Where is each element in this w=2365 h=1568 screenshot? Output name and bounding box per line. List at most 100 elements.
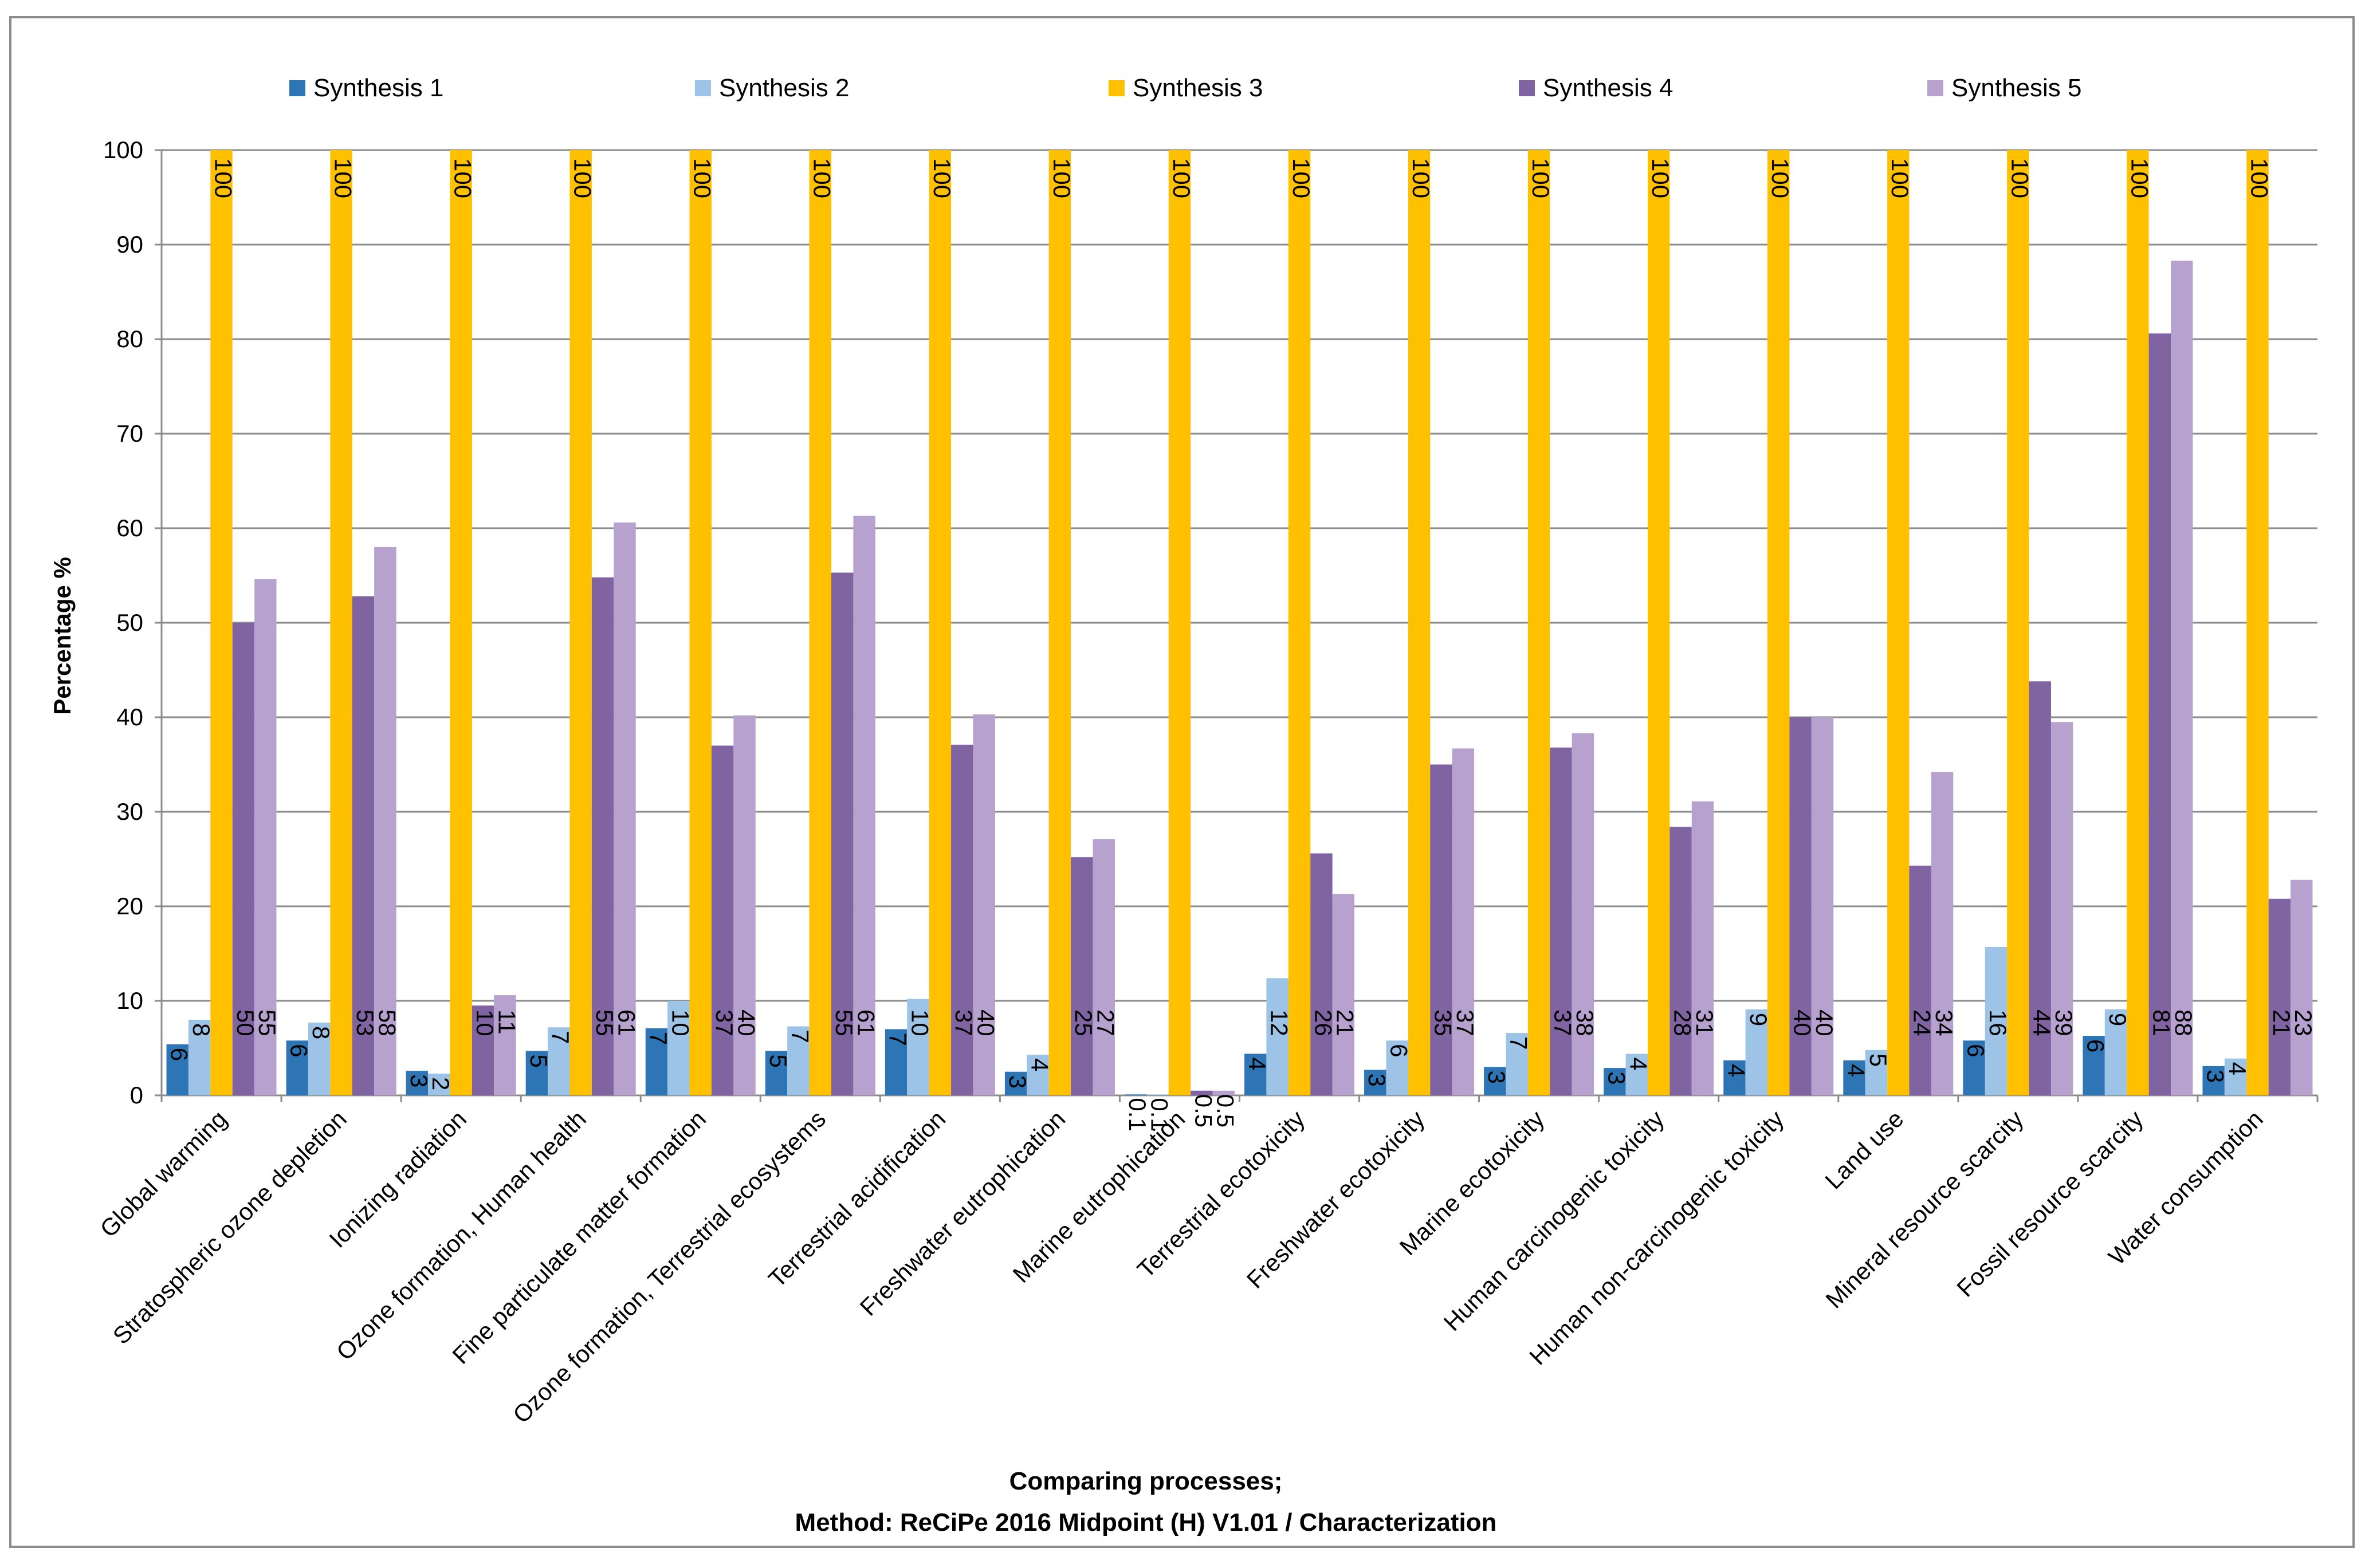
- bar: [1027, 1055, 1049, 1095]
- bar: [2029, 681, 2051, 1095]
- data-label: 88: [2170, 1009, 2197, 1036]
- y-tick-label: 50: [116, 609, 143, 636]
- data-label: 81: [2148, 1009, 2175, 1036]
- bar: [2148, 333, 2171, 1095]
- bar: [973, 714, 995, 1095]
- data-label: 7: [645, 1032, 672, 1045]
- bar: [1004, 1071, 1027, 1095]
- data-label: 53: [352, 1009, 379, 1036]
- bar: [765, 1051, 788, 1095]
- data-label: 100: [1408, 158, 1435, 198]
- data-label: 55: [591, 1009, 618, 1036]
- bar: [330, 150, 352, 1095]
- data-label: 61: [613, 1009, 640, 1036]
- data-label: 21: [1332, 1009, 1359, 1036]
- bar: [2268, 898, 2291, 1095]
- bar: [1865, 1050, 1888, 1095]
- bar: [1386, 1040, 1408, 1095]
- data-label: 37: [711, 1009, 738, 1036]
- data-label: 100: [1168, 158, 1195, 198]
- bar: [591, 577, 614, 1095]
- data-label: 100: [569, 158, 596, 198]
- y-tick-label: 30: [116, 798, 143, 825]
- y-tick-label: 20: [116, 893, 143, 919]
- y-tick-label: 0: [130, 1082, 143, 1109]
- data-label: 100: [1647, 158, 1674, 198]
- bar: [2007, 150, 2029, 1095]
- bar: [548, 1027, 570, 1095]
- bar: [1985, 946, 2007, 1095]
- data-label: 39: [2050, 1009, 2077, 1036]
- bar: [352, 596, 375, 1095]
- bar: [1527, 150, 1550, 1095]
- bar: [689, 150, 712, 1095]
- bar: [232, 623, 255, 1095]
- data-label: 10: [472, 1009, 498, 1036]
- bar: [1604, 1068, 1626, 1095]
- bar: [929, 150, 952, 1095]
- data-label: 6: [1962, 1044, 1989, 1057]
- data-label: 7: [1506, 1036, 1533, 1050]
- data-label: 3: [1004, 1075, 1031, 1088]
- data-label: 11: [493, 1009, 520, 1035]
- data-label: 61: [853, 1009, 880, 1036]
- legend-swatch: [695, 80, 711, 96]
- data-label: 100: [210, 158, 237, 198]
- legend-swatch: [1927, 80, 1943, 96]
- data-label: 58: [374, 1009, 400, 1036]
- data-label: 44: [2029, 1009, 2056, 1036]
- data-label: 3: [2202, 1070, 2229, 1083]
- bar: [1332, 894, 1355, 1095]
- data-label: 3: [1364, 1073, 1390, 1086]
- bar: [1168, 150, 1191, 1095]
- bar: [614, 522, 636, 1095]
- data-label: 100: [809, 158, 836, 198]
- bar: [308, 1022, 331, 1095]
- data-label: 25: [1070, 1009, 1097, 1036]
- bar: [2171, 261, 2193, 1095]
- bar: [711, 745, 734, 1095]
- legend-label: Synthesis 1: [313, 74, 443, 102]
- legend-label: Synthesis 2: [719, 74, 849, 102]
- y-tick-label: 70: [116, 420, 143, 447]
- bar: [1625, 1054, 1648, 1095]
- bar: [1669, 827, 1692, 1095]
- data-label: 0.5: [1212, 1094, 1239, 1127]
- data-label: 38: [1572, 1009, 1598, 1036]
- bar: [450, 150, 472, 1095]
- bar: [1048, 150, 1071, 1095]
- bar: [1789, 717, 1812, 1095]
- bar: [2104, 1009, 2127, 1095]
- data-label: 5: [525, 1054, 552, 1067]
- y-tick-label: 80: [116, 325, 143, 352]
- data-label: 10: [906, 1009, 933, 1036]
- data-label: 37: [1452, 1009, 1479, 1036]
- data-label: 4: [1244, 1057, 1271, 1070]
- data-label: 6: [2083, 1039, 2109, 1052]
- legend-label: Synthesis 4: [1543, 74, 1673, 102]
- data-label: 100: [329, 158, 356, 198]
- x-axis-label-line-1: Comparing processes;: [1009, 1467, 1283, 1495]
- data-label: 4: [1723, 1064, 1750, 1077]
- bar: [951, 744, 973, 1095]
- data-label: 7: [787, 1030, 814, 1043]
- data-label: 100: [1288, 158, 1315, 198]
- bar: [2050, 722, 2073, 1095]
- bar: [472, 1005, 494, 1095]
- bar: [1364, 1070, 1386, 1095]
- y-axis-label: Percentage %: [49, 557, 76, 714]
- data-label: 27: [1093, 1009, 1119, 1036]
- bar: [1452, 748, 1475, 1095]
- y-tick-label: 60: [116, 514, 143, 541]
- bar: [188, 1020, 211, 1095]
- data-label: 5: [765, 1054, 792, 1067]
- gridlines: [155, 149, 2319, 1102]
- y-tick-label: 40: [116, 704, 143, 730]
- data-label: 8: [308, 1026, 335, 1039]
- bar: [733, 715, 756, 1095]
- y-tick-label: 10: [116, 987, 143, 1014]
- bar: [2291, 879, 2313, 1095]
- bar: [1963, 1040, 1985, 1095]
